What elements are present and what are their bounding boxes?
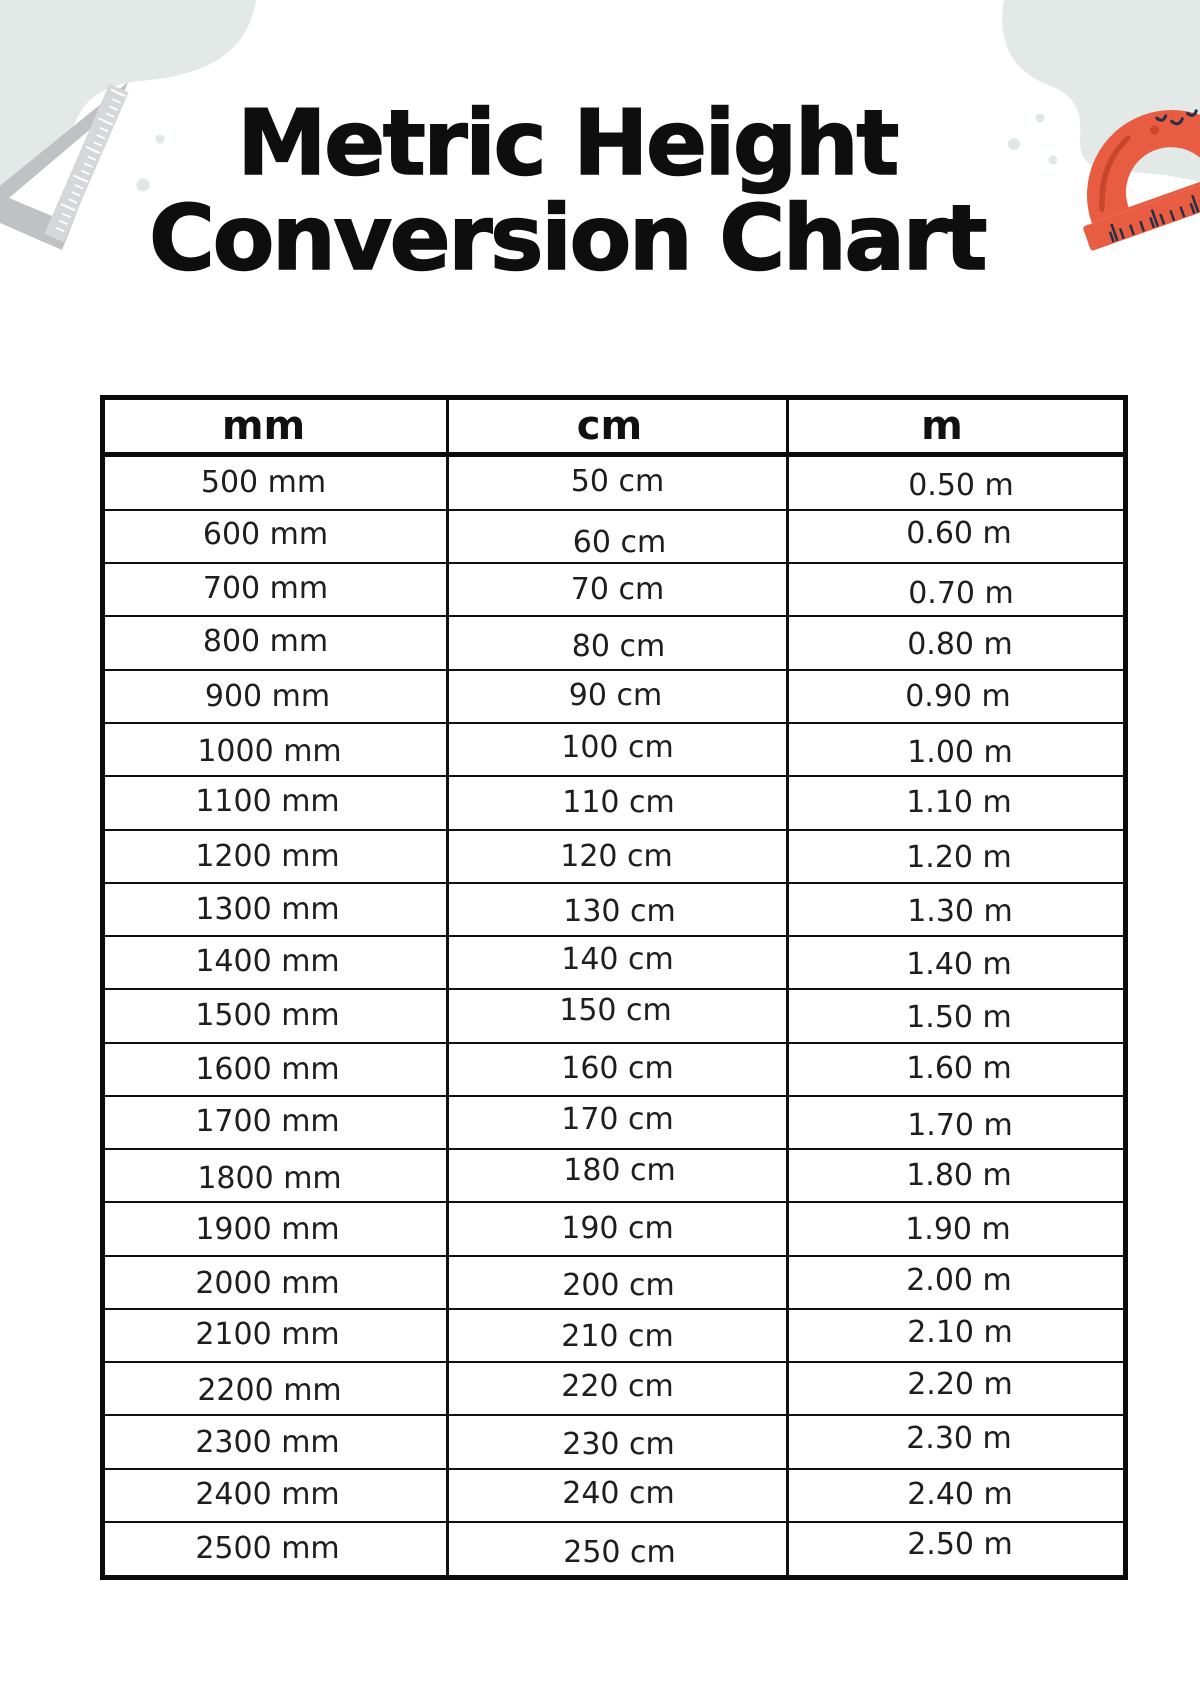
table-cell-cm: 50 cm bbox=[446, 453, 789, 511]
table-cell-mm: 1100 mm bbox=[101, 775, 449, 831]
table-cell-m: 2.00 m bbox=[786, 1254, 1128, 1310]
table-cell-m: 0.60 m bbox=[786, 508, 1128, 565]
table-cell-mm: 1500 mm bbox=[101, 988, 449, 1044]
table-cell-mm: 2400 mm bbox=[101, 1467, 449, 1523]
table-cell-cm: 240 cm bbox=[446, 1467, 789, 1523]
table-cell-m: 1.70 m bbox=[786, 1094, 1128, 1151]
table-cell-cm: 130 cm bbox=[446, 881, 789, 938]
table-row: 1400 mm 140 cm 1.40 m bbox=[101, 935, 1128, 991]
table-row: 2200 mm 220 cm 2.20 m bbox=[101, 1361, 1128, 1417]
table-row: 2100 mm 210 cm 2.10 m bbox=[101, 1307, 1128, 1364]
table-row: 500 mm 50 cm 0.50 m bbox=[101, 453, 1128, 511]
table-row: 1300 mm 130 cm 1.30 m bbox=[101, 881, 1128, 938]
table-cell-m: 1.90 m bbox=[786, 1201, 1128, 1257]
table-cell-mm: 2100 mm bbox=[101, 1307, 449, 1364]
table-header-row: mm cm m bbox=[102, 397, 1128, 457]
table-row: 800 mm 80 cm 0.80 m bbox=[101, 615, 1128, 671]
table-cell-mm: 1700 mm bbox=[101, 1094, 449, 1151]
table-cell-cm: 180 cm bbox=[446, 1148, 789, 1204]
table-cell-m: 2.20 m bbox=[786, 1361, 1128, 1417]
table-cell-m: 1.30 m bbox=[786, 881, 1128, 938]
table-cell-mm: 1600 mm bbox=[101, 1041, 449, 1097]
page-title: Metric Height Conversion Chart bbox=[0, 91, 1200, 291]
table-cell-cm: 230 cm bbox=[446, 1414, 789, 1470]
table-row: 1500 mm 150 cm 1.50 m bbox=[101, 988, 1128, 1044]
table-cell-m: 2.50 m bbox=[786, 1520, 1128, 1579]
table-row: 1000 mm 100 cm 1.00 m bbox=[101, 721, 1128, 778]
table-cell-cm: 150 cm bbox=[446, 988, 789, 1044]
table-row: 1800 mm 180 cm 1.80 m bbox=[101, 1148, 1128, 1204]
table-row: 1700 mm 170 cm 1.70 m bbox=[101, 1094, 1128, 1151]
table-cell-m: 0.70 m bbox=[786, 562, 1128, 618]
table-body: 500 mm 50 cm 0.50 m 600 mm 60 cm 0.60 m 700 mm… bbox=[101, 453, 1128, 1579]
table-cell-m: 1.50 m bbox=[786, 988, 1128, 1044]
column-header-cm: cm bbox=[447, 397, 789, 457]
column-header-m: m bbox=[787, 397, 1128, 457]
table-cell-mm: 2000 mm bbox=[101, 1254, 449, 1310]
table-row: 1600 mm 160 cm 1.60 m bbox=[101, 1041, 1128, 1097]
conversion-table: mm cm m 500 mm 50 cm 0.50 m 600 mm 60 cm 0.60… bbox=[100, 395, 1128, 1580]
table-cell-mm: 2200 mm bbox=[101, 1361, 449, 1417]
table-cell-m: 0.90 m bbox=[786, 668, 1128, 724]
title-line-2: Conversion Chart bbox=[148, 186, 988, 291]
table-cell-m: 2.30 m bbox=[786, 1414, 1128, 1470]
table-cell-mm: 600 mm bbox=[101, 508, 449, 565]
column-header-mm: mm bbox=[102, 397, 449, 457]
table-cell-cm: 220 cm bbox=[446, 1361, 789, 1417]
table-cell-mm: 900 mm bbox=[101, 668, 449, 724]
table-cell-m: 1.40 m bbox=[786, 935, 1128, 991]
table-cell-cm: 170 cm bbox=[446, 1094, 789, 1151]
title-line-1: Metric Height bbox=[236, 91, 900, 196]
table-cell-cm: 160 cm bbox=[446, 1041, 789, 1097]
table-cell-m: 1.10 m bbox=[786, 775, 1128, 831]
table-cell-m: 2.40 m bbox=[786, 1467, 1128, 1523]
table-cell-m: 0.50 m bbox=[786, 453, 1128, 511]
table-cell-cm: 140 cm bbox=[446, 935, 789, 991]
table-cell-m: 1.00 m bbox=[786, 721, 1128, 778]
table-row: 700 mm 70 cm 0.70 m bbox=[101, 562, 1128, 618]
table-cell-cm: 110 cm bbox=[446, 775, 789, 831]
table-cell-m: 0.80 m bbox=[786, 615, 1128, 671]
table-cell-cm: 70 cm bbox=[446, 562, 789, 618]
table-cell-mm: 800 mm bbox=[101, 615, 449, 671]
table-cell-cm: 210 cm bbox=[446, 1307, 789, 1364]
table-cell-mm: 1400 mm bbox=[101, 935, 449, 991]
table-cell-m: 2.10 m bbox=[786, 1307, 1128, 1364]
table-row: 1200 mm 120 cm 1.20 m bbox=[101, 828, 1128, 884]
table-cell-mm: 2500 mm bbox=[101, 1520, 449, 1579]
table-cell-cm: 190 cm bbox=[446, 1201, 789, 1257]
table-cell-cm: 120 cm bbox=[446, 828, 789, 884]
table-cell-m: 1.60 m bbox=[786, 1041, 1128, 1097]
table-cell-mm: 500 mm bbox=[101, 453, 449, 511]
table-cell-cm: 100 cm bbox=[446, 721, 789, 778]
table-row: 2300 mm 230 cm 2.30 m bbox=[101, 1414, 1128, 1470]
table-cell-cm: 200 cm bbox=[446, 1254, 789, 1310]
table-cell-m: 1.20 m bbox=[786, 828, 1128, 884]
table-cell-mm: 2300 mm bbox=[101, 1414, 449, 1470]
table-cell-mm: 1300 mm bbox=[101, 881, 449, 938]
table-cell-mm: 1900 mm bbox=[101, 1201, 449, 1257]
table-cell-cm: 250 cm bbox=[446, 1520, 789, 1579]
table-row: 1900 mm 190 cm 1.90 m bbox=[101, 1201, 1128, 1257]
table-cell-mm: 1000 mm bbox=[101, 721, 449, 778]
table-row: 2400 mm 240 cm 2.40 m bbox=[101, 1467, 1128, 1523]
table-cell-mm: 1800 mm bbox=[101, 1148, 449, 1204]
table-row: 600 mm 60 cm 0.60 m bbox=[101, 508, 1128, 565]
table-row: 2000 mm 200 cm 2.00 m bbox=[101, 1254, 1128, 1310]
table-cell-cm: 90 cm bbox=[446, 668, 789, 724]
table-cell-mm: 700 mm bbox=[101, 562, 449, 618]
table-cell-cm: 60 cm bbox=[446, 508, 789, 565]
table-cell-mm: 1200 mm bbox=[101, 828, 449, 884]
table-header: mm cm m bbox=[102, 397, 1128, 457]
table-row: 900 mm 90 cm 0.90 m bbox=[101, 668, 1128, 724]
table-cell-cm: 80 cm bbox=[446, 615, 789, 671]
table-row: 2500 mm 250 cm 2.50 m bbox=[101, 1520, 1128, 1579]
table-cell-m: 1.80 m bbox=[786, 1148, 1128, 1204]
table-row: 1100 mm 110 cm 1.10 m bbox=[101, 775, 1128, 831]
